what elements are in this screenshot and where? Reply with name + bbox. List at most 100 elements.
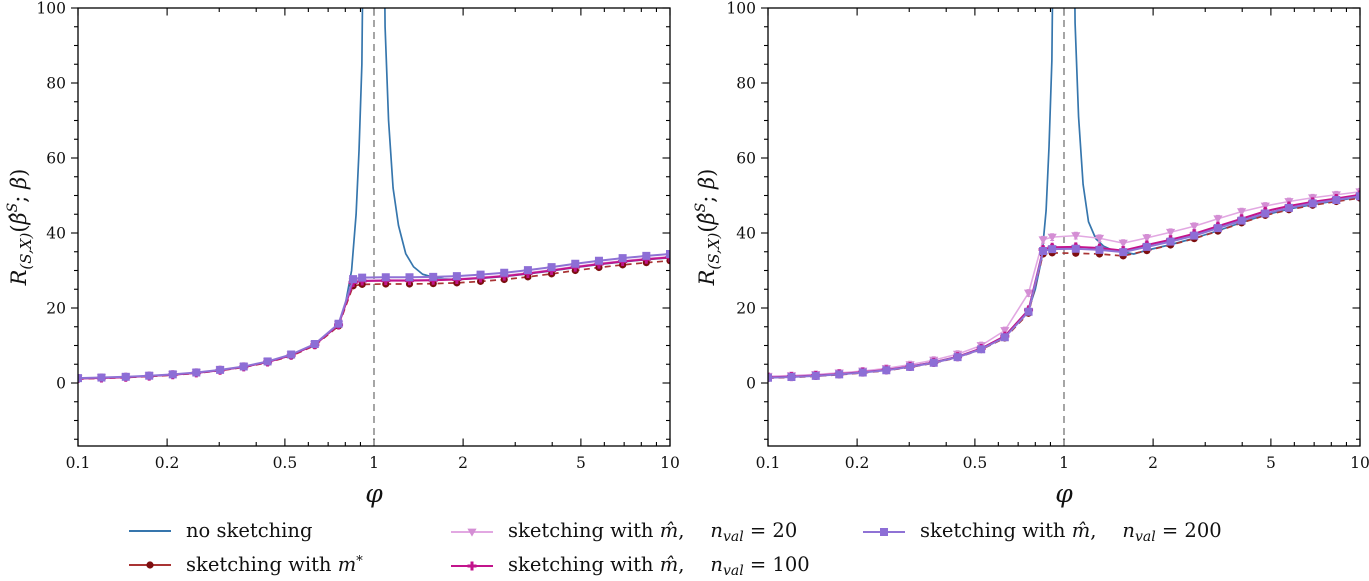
legend-text-part: m̂ [659,519,679,542]
legend-text-part: sketching with [920,519,1072,542]
square-marker [1119,248,1128,257]
legend-sample [451,528,493,537]
square-marker [835,370,844,379]
square-marker [642,251,651,260]
legend-text-part: val [722,529,744,545]
square-marker [452,272,461,281]
y-tick-label: 40 [736,225,756,243]
square-marker [787,373,796,381]
legend-item: sketching with m* [127,553,363,576]
triangle-down-marker [467,528,477,537]
y-tick-label: 80 [46,75,66,93]
legend-text-part: no sketching [186,519,313,542]
triangle-down-marker [1236,208,1247,217]
legend-item: sketching with m̂, nval = 200 [861,519,1222,545]
square-marker [405,273,414,282]
legend-text-part: sketching with [508,553,660,576]
legend-label: sketching with m̂, nval = 200 [920,519,1222,545]
x-tick-label: 0.5 [963,454,988,472]
series-group [768,8,1360,382]
x-tick-label: 1 [369,454,379,472]
x-tick-label: 0.2 [845,454,870,472]
y-tick-label: 0 [56,375,66,393]
square-marker [768,373,772,382]
square-marker [287,350,296,359]
y-tick-label: 20 [46,300,66,318]
legend-text-part: m̂ [1071,519,1091,542]
square-marker [429,272,438,281]
x-tick-label: 0.2 [155,454,180,472]
square-marker [1308,199,1317,208]
square-marker [906,362,915,371]
square-marker [1039,247,1048,255]
x-axis-label: φ [1055,479,1073,508]
square-marker [216,365,225,374]
triangle-down-marker [1023,289,1034,298]
square-marker [145,371,154,380]
y-axis-label: R(S,X)(β̂S; β) [693,169,723,287]
legend-sample [863,528,905,536]
square-marker [977,345,986,354]
square-marker [500,268,509,277]
square-marker [476,270,485,279]
x-axis-label: φ [365,479,383,508]
square-marker [880,528,888,536]
legend-text-part: m̂ [659,553,679,576]
legend-text-part: * [356,554,363,569]
square-marker [192,368,201,377]
legend-text-part: , [678,519,685,542]
x-tick-label: 2 [458,454,468,472]
y-tick-label: 60 [46,150,66,168]
square-marker [121,372,130,381]
square-marker [1213,224,1222,233]
square-marker [547,263,556,272]
legend-item: sketching with m̂, nval = 100 [449,553,810,579]
x-tick-label: 0.5 [273,454,298,472]
square-marker [263,357,272,366]
legend-text-part: , [1090,519,1097,542]
plot-box [77,7,671,447]
square-marker [239,362,248,371]
left-chart: 0.1 0.2 0.5 1 2 5 10 0 20 40 60 80 100 φ R(S,X)(β̂S; β… [0,0,680,512]
square-marker [1142,242,1151,251]
legend-text-part: val [1134,529,1156,545]
legend-text-part: n [710,553,723,576]
triangle-down-marker [1260,202,1270,211]
legend-text-part: m [337,553,357,576]
x-tick-label: 5 [1266,454,1276,472]
square-marker [1261,209,1270,218]
square-marker [929,358,938,367]
square-marker [1356,192,1360,201]
x-tick-label: 10 [660,454,679,472]
square-marker [594,256,603,265]
square-marker [358,273,367,282]
square-marker [618,254,627,263]
legend-text-part: n [710,519,723,542]
legend-text-part: n [1122,519,1135,542]
plus-marker [467,561,477,571]
legend-label: sketching with m̂, nval = 100 [508,553,810,579]
axis-ticks [761,7,1361,446]
square-marker [1332,196,1341,204]
square-marker [882,366,891,375]
triangle-down-marker [1000,327,1010,336]
legend-text-part: val [722,563,744,579]
legend-text-part: = 100 [743,553,810,576]
triangle-down-marker [1142,234,1152,243]
square-marker [334,319,343,328]
square-marker [1095,245,1104,254]
plot-box [767,7,1361,447]
legend-item: sketching with m̂, nval = 20 [449,519,797,545]
square-marker [953,353,962,362]
square-marker [811,371,820,380]
square-marker [97,373,106,382]
square-marker [168,370,177,379]
square-marker [1024,307,1033,316]
y-tick-label: 80 [736,75,756,93]
legend-text-part: , [678,553,685,576]
triangle-down-marker [1213,215,1223,224]
legend-text-part: sketching with [186,553,338,576]
square-marker [858,368,867,377]
